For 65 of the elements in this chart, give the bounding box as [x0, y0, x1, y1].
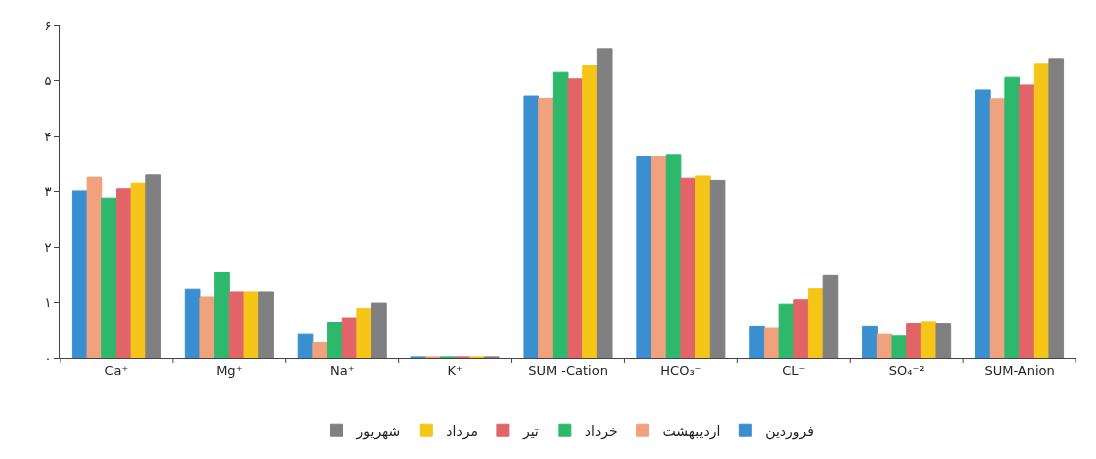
bar: [327, 321, 343, 358]
bar: [130, 182, 147, 358]
legend-label: تیر: [521, 422, 539, 440]
y-tick-label: ۵: [44, 73, 52, 89]
x-tick-label: Mg⁺: [216, 362, 243, 378]
bar: [636, 156, 653, 358]
y-tick-label: ۲: [44, 239, 52, 255]
bar: [243, 291, 260, 358]
x-tick-label: HCO₃⁻: [660, 362, 702, 378]
x-tick-label: K⁺: [447, 362, 463, 378]
bar: [665, 154, 682, 358]
bar: [596, 48, 613, 358]
x-tick-label: Ca⁺: [104, 362, 129, 378]
bar: [778, 303, 795, 358]
bar: [199, 296, 216, 358]
bar: [920, 321, 937, 358]
bar: [356, 308, 373, 358]
legend-label: خرداد: [584, 422, 618, 440]
bar: [538, 97, 554, 358]
y-tick-label: ۳: [44, 184, 52, 200]
legend-label: فروردین: [765, 422, 815, 440]
bar: [71, 190, 88, 358]
legend-label: مرداد: [446, 422, 478, 440]
bar: [1019, 84, 1035, 358]
x-tick-label: CL⁻: [782, 362, 806, 378]
x-tick-label: SO₄⁻²: [888, 362, 925, 378]
bar: [582, 65, 598, 358]
bar: [312, 341, 329, 358]
bar: [297, 333, 314, 358]
y-tick-label: ۱: [44, 295, 52, 311]
bar: [228, 291, 245, 358]
bar: [258, 291, 274, 358]
bar: [975, 89, 991, 358]
bar: [862, 325, 878, 358]
x-tick-label: Na⁺: [329, 362, 355, 378]
bar: [793, 299, 809, 358]
x-tick-label: SUM -Cation: [528, 362, 608, 378]
bar: [523, 95, 540, 358]
bar: [1004, 76, 1021, 358]
bar: [86, 176, 103, 358]
bar: [695, 175, 711, 358]
bar: [680, 177, 697, 358]
y-tick-label: ۰: [44, 350, 52, 366]
bar: [651, 156, 667, 358]
bar: [214, 272, 230, 358]
y-tick-label: ۶: [44, 17, 52, 33]
bar: [749, 325, 765, 358]
bar: [876, 333, 893, 358]
bar: [822, 274, 839, 358]
bar: [101, 197, 117, 358]
x-tick-label: SUM-Anion: [984, 362, 1055, 378]
bar: [763, 327, 780, 358]
bar: [709, 179, 726, 358]
bar: [371, 302, 387, 358]
bar: [341, 317, 358, 358]
bar: [1048, 58, 1065, 358]
bar: [906, 323, 922, 358]
legend-label: اردیبهشت: [662, 422, 721, 440]
bar: [891, 335, 908, 358]
bar: [145, 174, 161, 358]
y-tick-label: ۴: [44, 128, 52, 144]
bar: [935, 323, 952, 358]
bar: [184, 288, 201, 358]
bar: [567, 78, 584, 358]
legend-label: شهریور: [355, 422, 401, 440]
